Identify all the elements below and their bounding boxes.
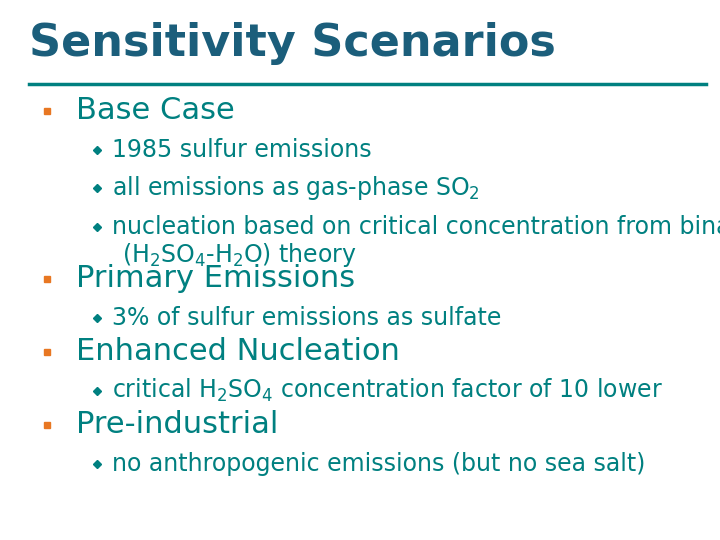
Text: Pre-industrial: Pre-industrial <box>76 410 278 440</box>
Text: no anthropogenic emissions (but no sea salt): no anthropogenic emissions (but no sea s… <box>112 452 645 476</box>
Text: (H$_2$SO$_4$-H$_2$O) theory: (H$_2$SO$_4$-H$_2$O) theory <box>122 241 357 269</box>
Text: 3% of sulfur emissions as sulfate: 3% of sulfur emissions as sulfate <box>112 306 501 329</box>
Text: Enhanced Nucleation: Enhanced Nucleation <box>76 338 400 366</box>
Text: Base Case: Base Case <box>76 96 234 125</box>
Text: critical H$_2$SO$_4$ concentration factor of 10 lower: critical H$_2$SO$_4$ concentration facto… <box>112 377 662 404</box>
Text: Primary Emissions: Primary Emissions <box>76 264 355 293</box>
Text: all emissions as gas-phase SO$_2$: all emissions as gas-phase SO$_2$ <box>112 174 480 202</box>
Text: 1985 sulfur emissions: 1985 sulfur emissions <box>112 138 372 161</box>
Text: nucleation based on critical concentration from binary: nucleation based on critical concentrati… <box>112 215 720 239</box>
Text: Sensitivity Scenarios: Sensitivity Scenarios <box>29 22 556 65</box>
